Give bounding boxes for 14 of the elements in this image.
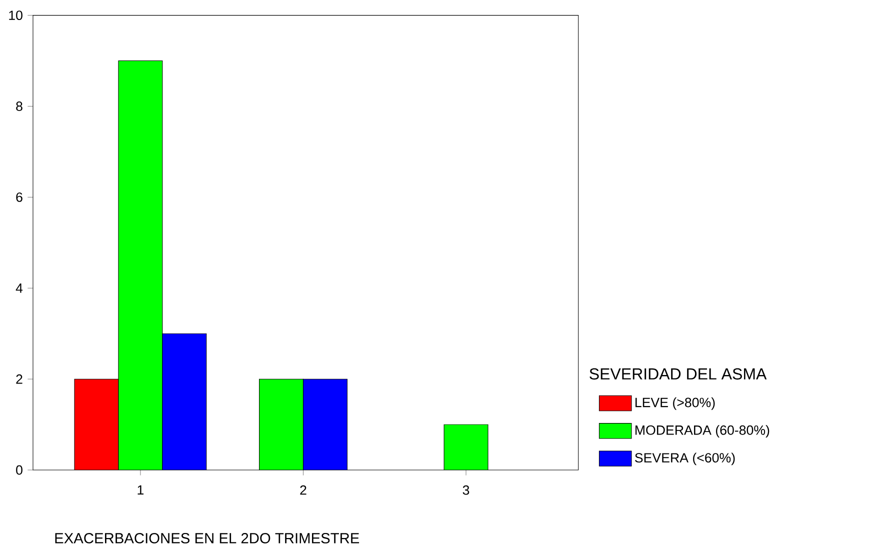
y-tick-label: 0 <box>16 465 22 475</box>
y-tick-label: 8 <box>16 102 22 111</box>
x-axis-title: EXACERBACIONES EN EL 2DO TRIMESTRE <box>55 533 360 544</box>
x-tick-label: 2 <box>300 485 306 495</box>
y-tick-label: 4 <box>16 284 23 293</box>
legend-title: SEVERIDAD DEL ASMA <box>590 368 767 380</box>
legend-label: MODERADA (60-80%) <box>635 425 770 438</box>
legend-label: SEVERA (<60%) <box>635 452 735 466</box>
y-tick-label: 6 <box>16 192 22 202</box>
x-tick-label: 3 <box>462 485 470 495</box>
y-tick-label: 2 <box>16 374 22 384</box>
legend-label: LEVE (>80%) <box>635 397 715 410</box>
x-tick-label: 1 <box>138 485 144 495</box>
y-tick-label: 10 <box>9 10 22 20</box>
